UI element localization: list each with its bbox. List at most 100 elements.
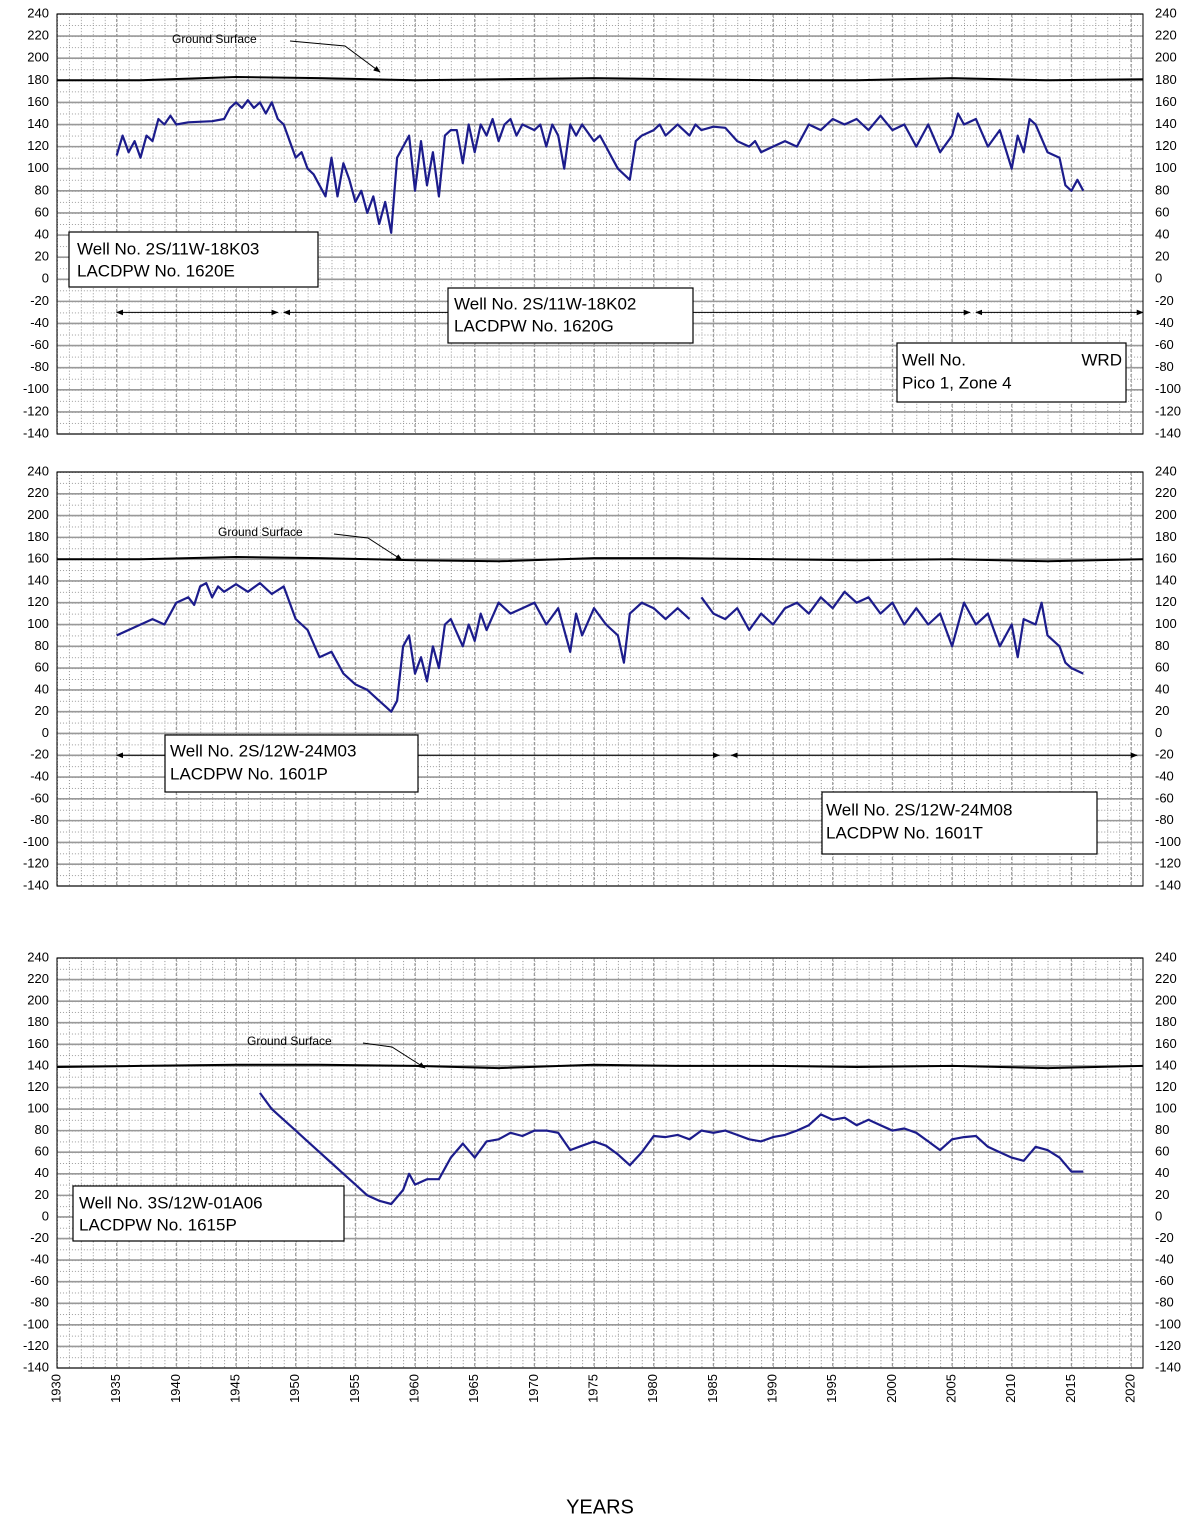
y-tick-label: 80 <box>35 182 49 197</box>
x-tick-label: 2020 <box>1123 1374 1138 1403</box>
plot-frame <box>56 471 1144 887</box>
y2-tick-label: -80 <box>1155 812 1174 827</box>
x-tick-label: 1955 <box>347 1374 362 1403</box>
y-tick-label: -60 <box>30 1273 49 1288</box>
y2-tick-label: 180 <box>1155 1014 1177 1029</box>
y2-tick-label: 160 <box>1155 1036 1177 1051</box>
y-tick-label: -140 <box>23 425 49 440</box>
y2-tick-label: 220 <box>1155 971 1177 986</box>
well-label: Well No. 2S/11W-18K03 <box>77 239 259 258</box>
leader <box>333 533 403 561</box>
y2-tick-label: 180 <box>1155 72 1177 87</box>
x-tick-label: 1960 <box>406 1374 421 1403</box>
x-tick-label: 1980 <box>645 1374 660 1403</box>
y2-tick-label: -20 <box>1155 747 1174 762</box>
y2-tick-label: 100 <box>1155 160 1177 175</box>
well-label: Well No. 2S/12W-24M08 <box>826 800 1012 819</box>
well-label: Well No. <box>902 350 966 369</box>
y2-tick-label: -120 <box>1155 1338 1181 1353</box>
y-tick-label: 0 <box>42 1208 49 1223</box>
y2-tick-label: 0 <box>1155 271 1162 286</box>
x-tick-label: 1945 <box>227 1374 242 1403</box>
y2-tick-label: -80 <box>1155 1295 1174 1310</box>
y-tick-label: 40 <box>35 226 49 241</box>
y2-tick-label: -100 <box>1155 1316 1181 1331</box>
y2-tick-label: -20 <box>1155 293 1174 308</box>
well-label: LACDPW No. 1620E <box>77 261 235 280</box>
x-tick-label: 1970 <box>526 1374 541 1403</box>
y-tick-label: 20 <box>35 703 49 718</box>
y-tick-label: -40 <box>30 768 49 783</box>
y2-tick-label: 60 <box>1155 660 1169 675</box>
y-tick-label: 120 <box>27 138 49 153</box>
y2-tick-label: 100 <box>1155 1100 1177 1115</box>
y-tick-label: 160 <box>27 1036 49 1051</box>
label-box <box>164 734 419 793</box>
x-axis-title: YEARS <box>566 1496 634 1518</box>
y-tick-label: 60 <box>35 660 49 675</box>
y-tick-label: 20 <box>35 1187 49 1202</box>
y-tick-label: 0 <box>42 725 49 740</box>
y-tick-label: -60 <box>30 790 49 805</box>
plot-frame <box>56 957 1144 1369</box>
x-tick-label: 1965 <box>466 1374 481 1403</box>
y-tick-label: -100 <box>23 1316 49 1331</box>
y2-tick-label: -120 <box>1155 856 1181 871</box>
y2-tick-label: 240 <box>1155 5 1177 20</box>
y2-tick-label: 0 <box>1155 1208 1162 1223</box>
y2-tick-label: 40 <box>1155 681 1169 696</box>
label-box <box>447 287 694 344</box>
plot-frame <box>56 13 1144 435</box>
y2-tick-label: -140 <box>1155 877 1181 892</box>
well-label: Well No. 2S/11W-18K02 <box>454 294 636 313</box>
y-tick-label: 100 <box>27 616 49 631</box>
ground-surface <box>57 75 1144 82</box>
y2-tick-label: 240 <box>1155 463 1177 478</box>
y-tick-label: -100 <box>23 381 49 396</box>
water-level-line <box>115 99 1085 234</box>
y2-tick-label: 200 <box>1155 993 1177 1008</box>
y-tick-label: 20 <box>35 249 49 264</box>
y-tick-label: -80 <box>30 359 49 374</box>
y2-tick-label: -80 <box>1155 359 1174 374</box>
y2-tick-label: 80 <box>1155 638 1169 653</box>
y2-tick-label: 120 <box>1155 594 1177 609</box>
y2-tick-label: 200 <box>1155 507 1177 522</box>
y2-tick-label: 20 <box>1155 249 1169 264</box>
y-tick-label: 80 <box>35 1122 49 1137</box>
y2-tick-label: 120 <box>1155 138 1177 153</box>
ground-surface <box>57 555 1144 563</box>
y-tick-label: 180 <box>27 529 49 544</box>
y-tick-label: 180 <box>27 72 49 87</box>
y-tick-label: -140 <box>23 1359 49 1374</box>
y-tick-label: 220 <box>27 485 49 500</box>
x-tick-label: 1990 <box>764 1374 779 1403</box>
y2-tick-label: -40 <box>1155 315 1174 330</box>
y-tick-label: -120 <box>23 856 49 871</box>
y2-tick-label: 40 <box>1155 1165 1169 1180</box>
y-tick-label: 220 <box>27 28 49 43</box>
y2-tick-label: 60 <box>1155 1144 1169 1159</box>
y-tick-label: 60 <box>35 1144 49 1159</box>
minor-grid-area <box>57 958 1143 1368</box>
y2-tick-label: 40 <box>1155 226 1169 241</box>
y-tick-label: 160 <box>27 94 49 109</box>
y2-tick-label: -40 <box>1155 768 1174 783</box>
y2-tick-label: 240 <box>1155 949 1177 964</box>
label-box <box>68 231 319 288</box>
y2-tick-label: 140 <box>1155 572 1177 587</box>
y-tick-label: -40 <box>30 1252 49 1267</box>
water-level-line <box>116 582 1084 713</box>
y-tick-label: 180 <box>27 1014 49 1029</box>
y-tick-label: 100 <box>27 160 49 175</box>
y2-tick-label: 220 <box>1155 485 1177 500</box>
x-tick-label: 2010 <box>1003 1374 1018 1403</box>
x-tick-label: 2005 <box>943 1374 958 1403</box>
y2-tick-label: 180 <box>1155 529 1177 544</box>
x-tick-label: 1975 <box>585 1374 600 1403</box>
y-tick-label: -80 <box>30 1295 49 1310</box>
label-box <box>896 342 1127 403</box>
y-tick-label: -20 <box>30 747 49 762</box>
well-label: LACDPW No. 1601T <box>826 823 983 842</box>
